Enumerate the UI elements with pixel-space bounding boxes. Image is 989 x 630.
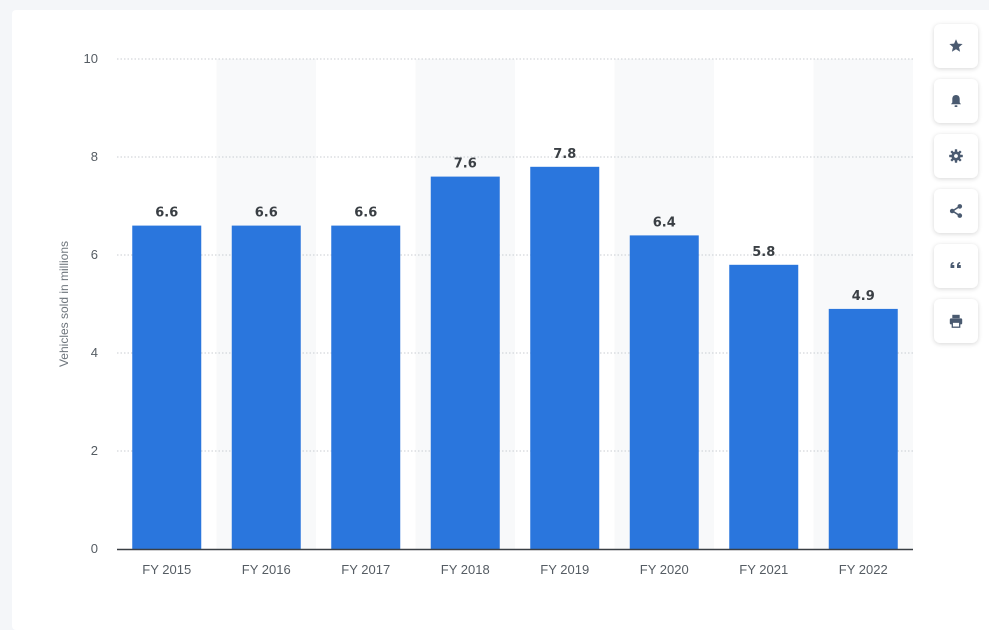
bars (132, 166, 898, 550)
share-icon (948, 203, 964, 219)
bar[interactable] (132, 225, 202, 549)
x-tick-label: FY 2022 (839, 562, 888, 577)
star-icon (948, 38, 964, 54)
side-toolbar (934, 24, 979, 354)
notification-button[interactable] (934, 79, 978, 123)
y-tick-label: 8 (91, 149, 98, 164)
data-label: 7.6 (454, 157, 477, 172)
quote-icon (948, 258, 964, 274)
bar[interactable] (231, 225, 301, 549)
print-icon (948, 313, 964, 329)
y-tick-label: 2 (91, 443, 98, 458)
y-tick-label: 0 (91, 541, 98, 556)
bar[interactable] (430, 176, 500, 549)
favorite-button[interactable] (934, 24, 978, 68)
data-label: 7.8 (553, 147, 576, 162)
value-labels: 6.6 6.6 6.6 7.6 7.8 6.4 5.8 4.9 (155, 147, 875, 304)
print-button[interactable] (934, 299, 978, 343)
y-tick-label: 4 (91, 345, 98, 360)
cite-button[interactable] (934, 244, 978, 288)
x-tick-label: FY 2016 (242, 562, 291, 577)
gear-icon (948, 148, 964, 164)
data-label: 6.6 (155, 206, 178, 221)
data-label: 6.4 (653, 215, 676, 230)
data-label: 4.9 (852, 289, 875, 304)
bar[interactable] (729, 264, 799, 549)
x-tick-label: FY 2021 (739, 562, 788, 577)
bar-chart: 0 2 4 6 8 10 6.6 6.6 6.6 7.6 7.8 6.4 5.8 4.9 FY 2015… (57, 51, 913, 577)
x-tick-label: FY 2015 (142, 562, 191, 577)
settings-button[interactable] (934, 134, 978, 178)
y-tick-label: 10 (84, 51, 98, 66)
x-tick-label: FY 2019 (540, 562, 589, 577)
data-label: 6.6 (354, 206, 377, 221)
share-button[interactable] (934, 189, 978, 233)
bar[interactable] (629, 235, 699, 549)
x-tick-label: FY 2018 (441, 562, 490, 577)
bar[interactable] (828, 308, 898, 549)
x-tick-label: FY 2017 (341, 562, 390, 577)
y-tick-label: 6 (91, 247, 98, 262)
x-tick-label: FY 2020 (640, 562, 689, 577)
data-label: 5.8 (752, 245, 775, 260)
y-axis-label: Vehicles sold in millions (57, 241, 71, 367)
data-label: 6.6 (255, 206, 278, 221)
x-axis-ticks: FY 2015 FY 2016 FY 2017 FY 2018 FY 2019 FY 20… (142, 562, 887, 577)
y-axis-ticks: 0 2 4 6 8 10 (84, 51, 98, 556)
bar[interactable] (530, 166, 600, 550)
bar[interactable] (331, 225, 401, 549)
bell-icon (948, 93, 964, 109)
